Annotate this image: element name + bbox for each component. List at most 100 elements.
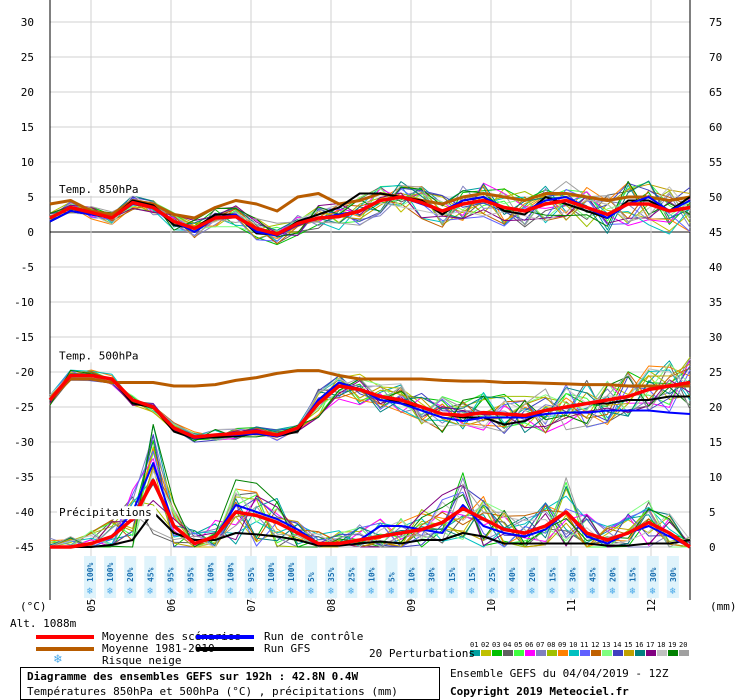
y-tick-left: 25: [21, 51, 34, 64]
title-box: Diagramme des ensembles GEFS sur 192h : …: [20, 667, 440, 700]
legend-gfs-swatch: [196, 647, 254, 651]
snow-risk-cell: [204, 556, 217, 598]
perturbation-id: 11: [580, 641, 589, 649]
snow-risk-value: 95%: [247, 567, 256, 582]
snow-risk-cell: [445, 556, 458, 598]
y-tick-left: -20: [14, 366, 34, 379]
snowflake-icon: ❄: [288, 586, 295, 597]
y-tick-right: 5: [709, 506, 716, 519]
perturbation-id: 16: [635, 641, 644, 649]
snow-risk-cell: [264, 556, 277, 598]
snowflake-icon: ❄: [489, 586, 496, 597]
perturbation-swatch: [591, 650, 601, 656]
y-tick-left: 15: [21, 121, 34, 134]
perturbation-swatch: [470, 650, 480, 656]
snow-risk-cell: [305, 556, 318, 598]
perturbation-swatch: [679, 650, 689, 656]
perturbation-swatch: [525, 650, 535, 656]
climatology-t500-line: [48, 369, 690, 402]
snowflake-icon: ❄: [328, 586, 335, 597]
section-label-bg: [57, 506, 157, 520]
perturbation-id: 20: [679, 641, 688, 649]
y-tick-right: 60: [709, 121, 722, 134]
snow-risk-value: 15%: [548, 567, 557, 582]
y-tick-right: 35: [709, 296, 722, 309]
perturbation-swatch: [668, 650, 678, 656]
snow-risk-cell: [626, 556, 639, 598]
perturbation-swatch: [635, 650, 645, 656]
snowflake-icon: ❄: [469, 586, 476, 597]
snowflake-icon: ❄: [107, 586, 114, 597]
right-unit-label: (mm): [710, 600, 737, 613]
snow-risk-cell: [566, 556, 579, 598]
altitude-label: Alt. 1088m: [10, 617, 77, 630]
snow-risk-cell: [606, 556, 619, 598]
perturbation-swatch: [569, 650, 579, 656]
snow-risk-value: 30%: [649, 567, 658, 582]
snow-risk-value: 100%: [227, 563, 236, 582]
y-tick-right: 10: [709, 471, 722, 484]
snow-risk-cell: [646, 556, 659, 598]
perturbation-id: 08: [547, 641, 556, 649]
snowflake-icon: ❄: [187, 586, 194, 597]
left-unit-label: (°C): [20, 600, 47, 613]
legend-mean-label: Moyenne des scénarios: [102, 630, 242, 643]
y-tick-left: -30: [14, 436, 34, 449]
snow-risk-value: 20%: [528, 567, 537, 582]
perturbation-swatch: [547, 650, 557, 656]
snow-risk-value: 40%: [508, 567, 517, 582]
snow-risk-cell: [425, 556, 438, 598]
perturbation-swatch: [558, 650, 568, 656]
snow-risk-value: 5%: [388, 572, 397, 582]
snow-risk-value: 45%: [146, 567, 155, 582]
perturbation-swatch: [602, 650, 612, 656]
snowflake-icon: ❄: [670, 586, 677, 597]
y-tick-left: -10: [14, 296, 34, 309]
section-label-bg: [57, 182, 143, 196]
snow-risk-cell: [465, 556, 478, 598]
snow-risk-value: 30%: [669, 567, 678, 582]
perturbation-id: 03: [492, 641, 501, 649]
legend-control-swatch: [196, 635, 254, 639]
perturbation-swatch: [492, 650, 502, 656]
perturbation-id: 13: [602, 641, 611, 649]
perturbation-swatch: [624, 650, 634, 656]
snowflake-icon: ❄: [429, 586, 436, 597]
perturbation-swatch: [613, 650, 623, 656]
snowflake-icon: ❄: [87, 586, 94, 597]
snow-risk-cell: [325, 556, 338, 598]
perturbation-id: 10: [569, 641, 578, 649]
legend-climatology-label: Moyenne 1981-2010: [102, 642, 215, 655]
y-tick-left: -40: [14, 506, 34, 519]
snow-risk-value: 5%: [307, 572, 316, 582]
snowflake-icon: ❄: [208, 586, 215, 597]
legend-snow-label: Risque neige: [102, 654, 182, 667]
snowflake-icon: ❄: [529, 586, 536, 597]
snowflake-icon: ❄: [449, 586, 456, 597]
snow-risk-value: 30%: [568, 567, 577, 582]
snowflake-icon: ❄: [54, 652, 62, 667]
run-info: Ensemble GEFS du 04/04/2019 - 12Z: [450, 667, 669, 680]
snowflake-icon: ❄: [248, 586, 255, 597]
snowflake-icon: ❄: [127, 586, 134, 597]
snow-risk-cell: [526, 556, 539, 598]
snow-risk-cell: [164, 556, 177, 598]
y-tick-right: 30: [709, 331, 722, 344]
y-tick-left: -15: [14, 331, 34, 344]
legend-climatology-swatch: [36, 647, 94, 651]
y-tick-left: 10: [21, 156, 34, 169]
chart-title: Diagramme des ensembles GEFS sur 192h : …: [27, 670, 359, 683]
snow-risk-value: 10%: [408, 567, 417, 582]
y-tick-right: 40: [709, 261, 722, 274]
snow-risk-cell: [224, 556, 237, 598]
snowflake-icon: ❄: [348, 586, 355, 597]
section-label-bg: [57, 349, 143, 363]
snow-risk-value: 100%: [287, 563, 296, 582]
snow-risk-cell: [666, 556, 679, 598]
perturbation-swatch: [514, 650, 524, 656]
y-tick-right: 55: [709, 156, 722, 169]
snowflake-icon: ❄: [228, 586, 235, 597]
snow-risk-value: 25%: [347, 567, 356, 582]
perturbation-id: 09: [558, 641, 567, 649]
y-tick-left: -25: [14, 401, 34, 414]
